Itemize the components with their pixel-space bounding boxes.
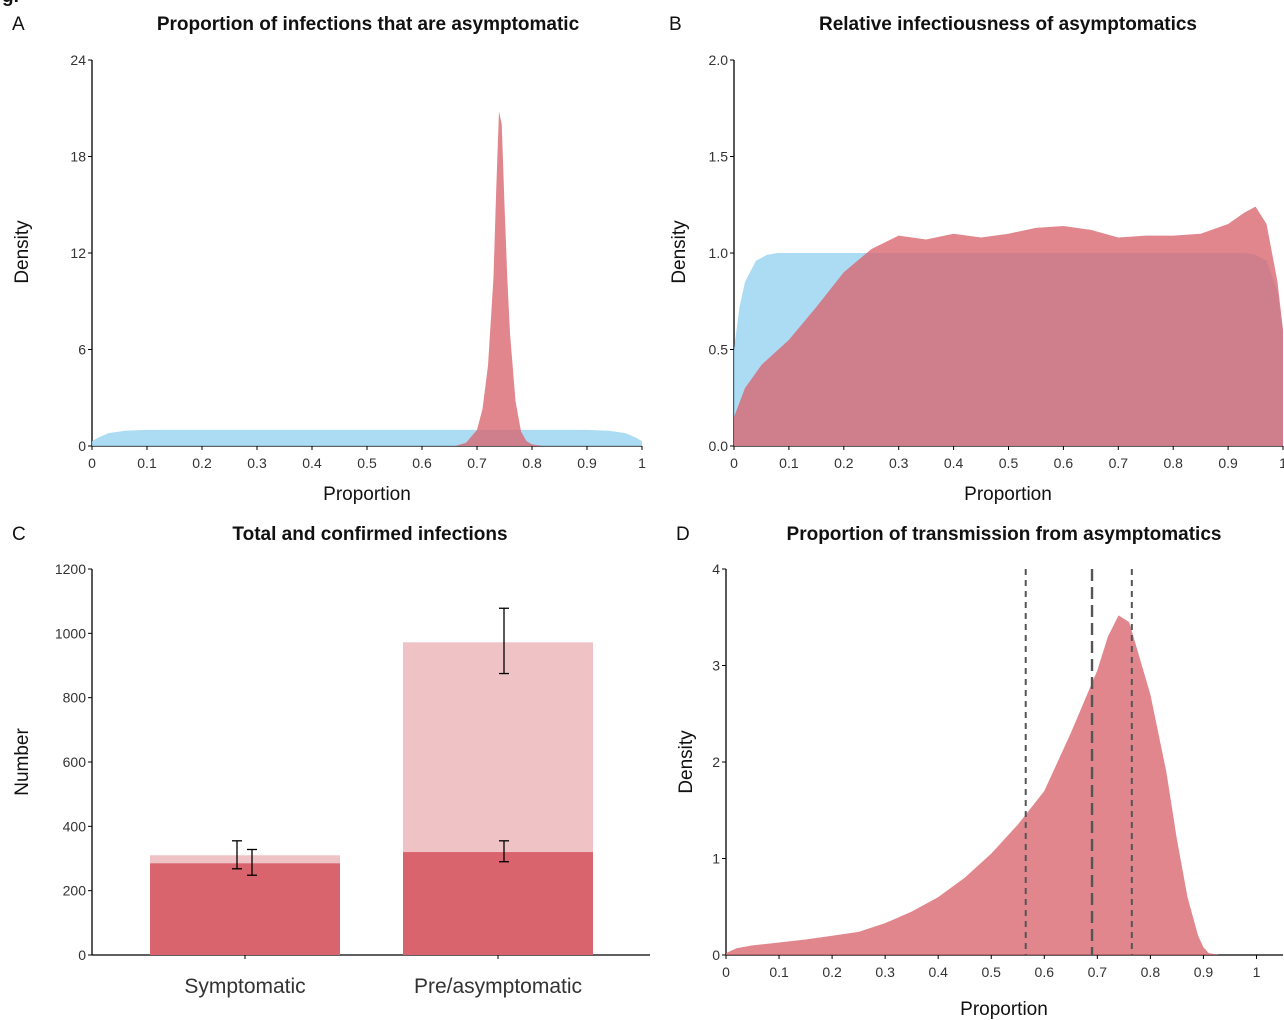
panel-c-ylabel: Number (12, 728, 33, 796)
panel-a-letter: A (12, 14, 25, 35)
bar-confirmed (150, 863, 340, 955)
panel-a-ytick-label: 12 (70, 245, 86, 261)
panel-d-plot: 0 1 2 3 4 0 0.1 0.2 0.3 0.4 0.5 0.6 0.7 0.8 0.9 1 (712, 561, 1283, 980)
panel-a-ytick-label: 0 (78, 438, 86, 454)
panel-b-letter: B (669, 14, 682, 35)
panel-d-ytick-label: 2 (712, 754, 720, 770)
panel-d-area-red (726, 615, 1220, 955)
panel-c-category-label: Pre/asymptomatic (414, 975, 582, 998)
panel-a-ytick-label: 24 (70, 52, 86, 68)
panel-b-xtick-label: 0.2 (834, 455, 854, 471)
panel-c-ytick-label: 600 (63, 754, 87, 770)
panel-b-ytick-label: 0.0 (709, 438, 729, 454)
panel-b-ytick-label: 2.0 (709, 52, 729, 68)
panel-a-xtick-label: 0.7 (467, 455, 487, 471)
panel-d-ylabel: Density (676, 730, 697, 794)
panel-a-xtick-label: 0.1 (137, 455, 157, 471)
panel-b-area-red (734, 206, 1283, 446)
panel-c-ytick-label: 800 (63, 690, 87, 706)
panel-a-xtick-label: 1 (638, 455, 646, 471)
panel-c-letter: C (12, 524, 26, 545)
panel-a-xtick-label: 0.8 (522, 455, 542, 471)
figure-header: g. (2, 0, 19, 7)
panel-d-title: Proportion of transmission from asymptom… (787, 524, 1222, 545)
panel-b-xtick-label: 0.9 (1218, 455, 1238, 471)
panel-a-ytick-label: 18 (70, 149, 86, 165)
panel-b-plot: 0.0 0.5 1.0 1.5 2.0 0 0.1 0.2 0.3 0.4 0.5 0.6 0.7 0.8… (709, 52, 1284, 471)
panel-b-xtick-label: 0.5 (999, 455, 1019, 471)
panel-c-title: Total and confirmed infections (232, 524, 507, 545)
panel-d: D Proportion of transmission from asympt… (676, 524, 1283, 1020)
panel-a-ylabel: Density (12, 220, 33, 284)
panel-a-area-blue (92, 429, 642, 446)
panel-d-letter: D (676, 524, 690, 545)
panel-d-xtick-label: 0.2 (822, 964, 842, 980)
panel-a-xtick-label: 0.5 (357, 455, 377, 471)
panel-d-ytick-label: 0 (712, 947, 720, 963)
panel-d-ytick-label: 3 (712, 658, 720, 674)
panel-c-category-label: Symptomatic (184, 975, 305, 998)
panel-d-xtick-label: 0.4 (928, 964, 948, 980)
panel-b-ylabel: Density (669, 220, 690, 284)
panel-a: A Proportion of infections that are asym… (12, 14, 646, 505)
panel-a-xtick-label: 0.2 (192, 455, 212, 471)
panel-a-area-red (455, 111, 543, 446)
panel-a-xtick-label: 0 (88, 455, 96, 471)
panel-d-xtick-label: 0.5 (982, 964, 1002, 980)
panel-c-ytick-label: 400 (63, 818, 87, 834)
panel-b-ytick-label: 0.5 (709, 342, 729, 358)
panel-b-xtick-label: 0 (730, 455, 738, 471)
panel-c-ytick-label: 200 (63, 883, 87, 899)
panel-d-ytick-label: 1 (712, 851, 720, 867)
panel-b-xtick-label: 0.1 (779, 455, 799, 471)
bar-confirmed (403, 852, 593, 955)
panel-a-ytick-label: 6 (78, 342, 86, 358)
panel-a-xtick-label: 0.9 (577, 455, 597, 471)
panel-d-xtick-label: 0.6 (1035, 964, 1055, 980)
panel-b-xtick-label: 0.8 (1163, 455, 1183, 471)
panel-b-xlabel: Proportion (964, 484, 1052, 505)
panel-a-xtick-label: 0.3 (247, 455, 267, 471)
panel-b-ytick-label: 1.5 (709, 149, 729, 165)
panel-c-ytick-label: 1000 (55, 625, 86, 641)
panel-c-ytick-label: 1200 (55, 561, 86, 577)
panel-d-xtick-label: 0 (722, 964, 730, 980)
panel-b-ytick-label: 1.0 (709, 245, 729, 261)
panel-b-xtick-label: 0.4 (944, 455, 964, 471)
panel-d-ytick-label: 4 (712, 561, 720, 577)
panel-d-xtick-label: 0.7 (1088, 964, 1108, 980)
panel-d-xlabel: Proportion (960, 999, 1048, 1020)
panel-c: C Total and confirmed infections 0 200 400… (12, 524, 650, 998)
panel-d-xtick-label: 0.9 (1194, 964, 1214, 980)
panel-b-xtick-label: 0.6 (1054, 455, 1074, 471)
panel-d-xtick-label: 1 (1253, 964, 1261, 980)
panel-a-plot: 0 6 12 18 24 0 0.1 0.2 0.3 0.4 0.5 0.6 0.7 0.8 0.9 1 (70, 52, 646, 471)
panel-c-ytick-label: 0 (78, 947, 86, 963)
panel-d-xtick-label: 0.1 (769, 964, 789, 980)
panel-b-xtick-label: 1 (1279, 455, 1284, 471)
panel-a-title: Proportion of infections that are asympt… (157, 14, 580, 35)
panel-a-xtick-label: 0.6 (412, 455, 432, 471)
panel-a-xlabel: Proportion (323, 484, 411, 505)
panel-d-xtick-label: 0.8 (1141, 964, 1161, 980)
panel-b-xtick-label: 0.3 (889, 455, 909, 471)
panel-b: B Relative infectiousness of asymptomati… (669, 14, 1284, 505)
panel-b-title: Relative infectiousness of asymptomatics (819, 14, 1197, 35)
panel-a-xtick-label: 0.4 (302, 455, 322, 471)
panel-d-xtick-label: 0.3 (875, 964, 895, 980)
panel-b-xtick-label: 0.7 (1109, 455, 1129, 471)
panel-c-plot: 0 200 400 600 800 1000 1200 Symptomatic Pre/asym… (55, 561, 650, 998)
